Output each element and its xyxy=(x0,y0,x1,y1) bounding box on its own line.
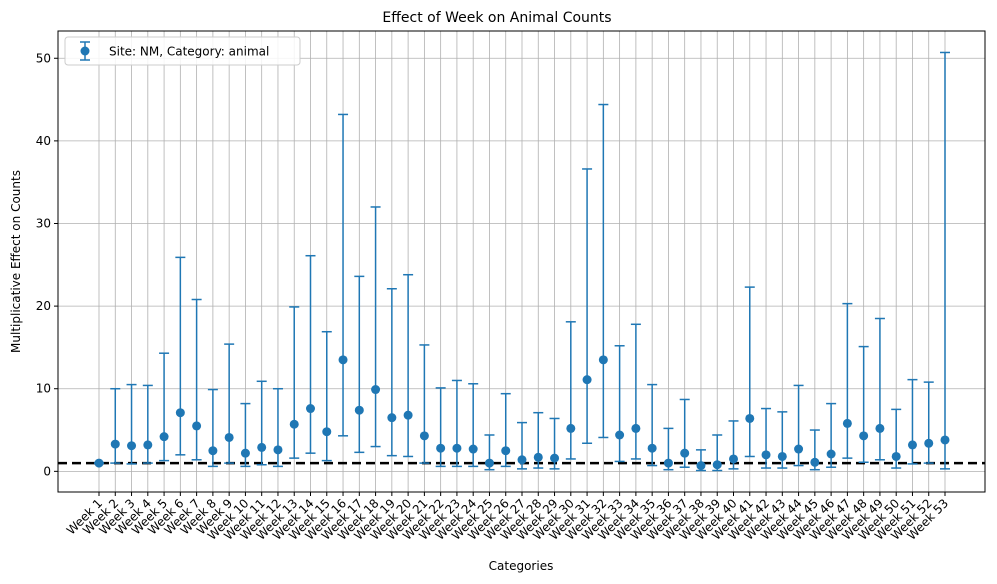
data-point xyxy=(615,430,625,440)
y-axis-ticks: 0 10 20 30 40 50 xyxy=(36,51,58,478)
data-point xyxy=(110,439,120,449)
data-point xyxy=(127,441,137,451)
data-point xyxy=(322,427,332,437)
data-point xyxy=(436,443,446,453)
y-tick-label: 20 xyxy=(36,299,51,313)
data-point xyxy=(924,438,934,448)
chart-title: Effect of Week on Animal Counts xyxy=(382,10,611,26)
data-point xyxy=(712,460,722,470)
data-point xyxy=(761,450,771,460)
data-point xyxy=(550,453,560,463)
data-point xyxy=(403,410,413,420)
data-point xyxy=(387,413,397,423)
data-point xyxy=(533,452,543,462)
data-point xyxy=(94,458,104,468)
legend: Site: NM, Category: animal xyxy=(64,36,301,66)
data-point xyxy=(289,419,299,429)
y-tick-label: 10 xyxy=(36,382,51,396)
legend-label: Site: NM, Category: animal xyxy=(109,45,269,59)
data-point xyxy=(729,454,738,464)
legend-marker-icon xyxy=(80,46,90,56)
data-point xyxy=(501,446,511,456)
data-point xyxy=(745,413,755,423)
data-point xyxy=(891,451,901,461)
data-point xyxy=(631,423,641,433)
data-point xyxy=(338,355,348,365)
data-point xyxy=(777,451,787,461)
data-point xyxy=(810,457,820,467)
data-point xyxy=(224,432,234,442)
data-point xyxy=(794,444,804,454)
y-axis-label: Multiplicative Effect on Counts xyxy=(9,170,23,353)
data-point xyxy=(306,404,315,414)
data-point xyxy=(273,445,283,455)
data-point xyxy=(566,423,576,433)
data-point xyxy=(484,458,494,468)
data-point xyxy=(842,418,852,428)
data-point xyxy=(192,421,202,431)
data-point xyxy=(663,458,673,468)
data-point xyxy=(159,432,169,442)
data-point xyxy=(143,440,153,450)
data-point xyxy=(582,375,592,385)
y-tick-label: 0 xyxy=(43,464,51,478)
data-points xyxy=(94,355,950,471)
data-point xyxy=(452,443,462,453)
data-point xyxy=(517,455,527,465)
data-point xyxy=(680,448,690,458)
y-tick-label: 50 xyxy=(36,51,51,65)
data-point xyxy=(257,442,267,452)
data-point xyxy=(240,448,250,458)
data-point xyxy=(371,385,381,395)
data-point xyxy=(208,446,218,456)
x-axis-label: Categories xyxy=(489,559,554,573)
data-point xyxy=(940,435,950,445)
data-point xyxy=(598,355,608,365)
legend-box xyxy=(64,36,301,66)
data-point xyxy=(647,443,657,453)
data-point xyxy=(419,431,429,441)
y-tick-label: 30 xyxy=(36,216,51,230)
data-point xyxy=(875,423,885,433)
data-point xyxy=(696,461,706,471)
data-point xyxy=(907,440,917,450)
data-point xyxy=(175,408,185,418)
data-point xyxy=(354,405,364,415)
data-point xyxy=(859,431,869,441)
data-point xyxy=(826,449,836,459)
y-tick-label: 40 xyxy=(36,134,51,148)
data-point xyxy=(468,444,478,454)
